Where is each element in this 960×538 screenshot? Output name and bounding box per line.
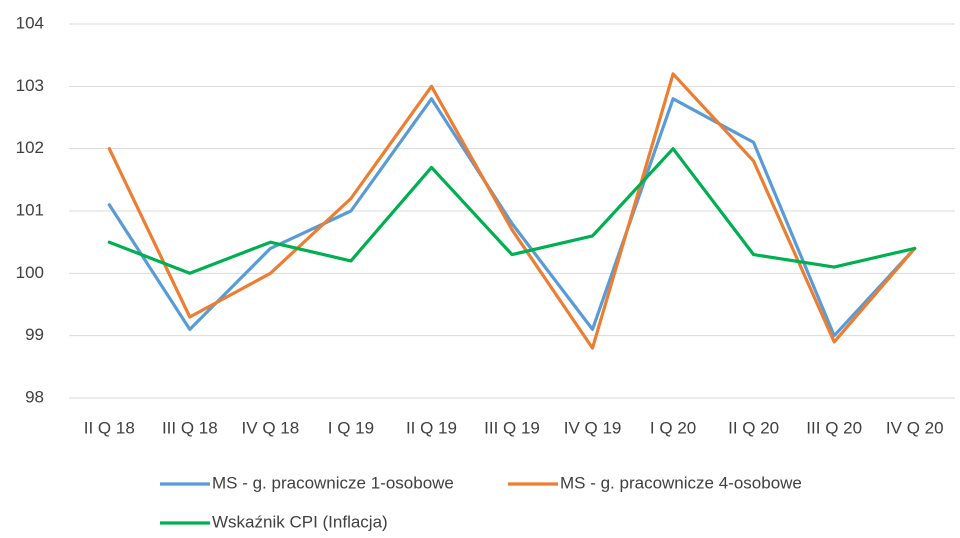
x-tick-label: I Q 19: [328, 418, 374, 437]
x-tick-label: II Q 20: [728, 418, 779, 437]
legend-label: MS - g. pracownicze 4-osobowe: [560, 473, 802, 492]
x-tick-label: II Q 19: [406, 418, 457, 437]
y-tick-label: 98: [25, 387, 44, 406]
x-tick-label: IV Q 18: [242, 418, 300, 437]
series-line: [107, 72, 917, 350]
x-tick-label: II Q 18: [84, 418, 135, 437]
legend-label: MS - g. pracownicze 1-osobowe: [212, 473, 454, 492]
legend-label: Wskaźnik CPI (Inflacja): [212, 512, 388, 531]
x-tick-label: III Q 18: [162, 418, 218, 437]
y-tick-label: 103: [16, 76, 44, 95]
x-tick-label: IV Q 20: [886, 418, 944, 437]
y-tick-label: 101: [16, 200, 44, 219]
y-tick-label: 104: [16, 13, 44, 32]
x-tick-label: I Q 20: [650, 418, 696, 437]
y-tick-label: 99: [25, 325, 44, 344]
x-tick-label: III Q 19: [484, 418, 540, 437]
series-line: [107, 147, 917, 275]
x-tick-label: III Q 20: [806, 418, 862, 437]
y-tick-label: 100: [16, 263, 44, 282]
y-tick-label: 102: [16, 138, 44, 157]
x-tick-label: IV Q 19: [564, 418, 622, 437]
series-line: [107, 97, 917, 338]
